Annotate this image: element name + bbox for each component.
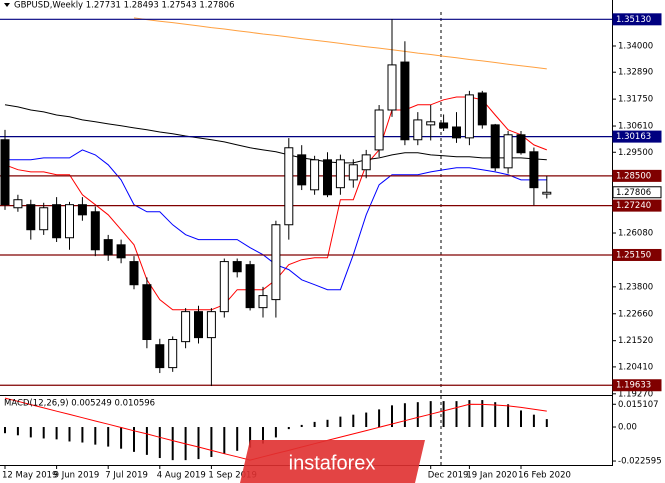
level-label: 1.19633: [616, 381, 651, 391]
candle-body: [13, 199, 23, 209]
watermark-text: instaforex: [289, 452, 376, 474]
x-tick-label: 7 Jul 2019: [105, 471, 148, 481]
level-label: 1.27806: [616, 188, 651, 198]
x-tick-label: 9 Jun 2019: [54, 471, 100, 481]
candle-body: [142, 284, 152, 341]
x-tick-label: 1 Sep 2019: [208, 471, 256, 481]
candle-body: [464, 94, 474, 139]
candle-body: [335, 159, 345, 189]
level-label: 1.27240: [616, 201, 651, 211]
candle-body: [529, 151, 539, 189]
candle-body: [271, 224, 281, 301]
level-label: 1.28500: [616, 171, 651, 181]
x-tick-label: Dec 2019: [428, 471, 469, 481]
candle-body: [310, 159, 320, 191]
level-label-box: [612, 248, 662, 261]
candle-body: [245, 264, 255, 309]
level-label-box: [612, 130, 662, 143]
candle-body: [65, 204, 74, 239]
y-tick-label: 1.23800: [618, 282, 653, 292]
level-label: 1.30163: [616, 132, 651, 142]
y-tick-label: 1.26080: [618, 229, 653, 239]
candle-body: [103, 239, 113, 256]
x-tick-label: 12 May 2019: [2, 471, 57, 481]
level-label-box: [612, 199, 662, 212]
symbol-icon: [4, 3, 10, 7]
candle-body: [129, 261, 139, 286]
y-tick-label: 1.21520: [618, 336, 653, 346]
y-tick-label: 1.20410: [618, 362, 653, 372]
level-label-box: [612, 379, 662, 392]
level-label-box: [612, 186, 662, 199]
candle-body: [77, 204, 87, 216]
y-tick-label: 1.29500: [618, 148, 653, 158]
candle-body: [181, 311, 191, 343]
candle-body: [503, 134, 513, 169]
x-tick-label: 19 Jan 2020: [466, 471, 517, 481]
candle-body: [39, 207, 49, 231]
watermark-banner: [240, 440, 425, 483]
macd-title: MACD(12,26,9) 0.005249 0.010596: [4, 399, 155, 409]
level-label: 1.35130: [616, 15, 651, 25]
candle-body: [219, 261, 229, 313]
y-tick-label: 1.34000: [618, 42, 653, 52]
y-tick-label: 1.31750: [618, 95, 653, 105]
y-tick-label: 1.32890: [618, 68, 653, 78]
level-label-box: [612, 13, 662, 26]
candle-body: [323, 159, 332, 196]
candle-body: [90, 211, 100, 251]
candle-body: [206, 311, 216, 339]
candle-body: [400, 61, 410, 141]
candle-body: [542, 191, 552, 195]
candle-body: [361, 154, 371, 171]
y-tick-label: 1.22660: [618, 309, 653, 319]
candle-body: [155, 344, 165, 369]
candle-body: [387, 64, 397, 111]
candle-body: [168, 339, 178, 369]
candle-body: [232, 261, 242, 273]
candle-body: [258, 295, 268, 309]
candle-body: [452, 126, 461, 139]
candle-body: [413, 119, 423, 141]
candle-body: [52, 204, 62, 239]
x-tick-label: 4 Aug 2019: [157, 471, 206, 481]
candle-body: [348, 164, 358, 181]
y-tick-label: 0.00: [618, 423, 637, 433]
indicator-line: [133, 17, 547, 70]
candle-body: [26, 204, 36, 231]
candle-body: [426, 121, 436, 126]
candle-body: [194, 311, 203, 339]
chart-title: GBPUSD,Weekly 1.27731 1.28493 1.27543 1.…: [14, 1, 235, 11]
candle-body: [477, 92, 487, 126]
candle-body: [297, 154, 307, 186]
x-tick-label: 16 Feb 2020: [518, 471, 571, 481]
indicator-line: [4, 104, 547, 164]
y-tick-label: -0.022595: [618, 457, 662, 467]
candle-body: [284, 147, 294, 226]
level-label: 1.25150: [616, 250, 651, 260]
candle-body: [439, 122, 449, 129]
y-tick-label: 1.19270: [618, 389, 653, 399]
candle-body: [0, 139, 10, 206]
candle-body: [490, 124, 500, 169]
level-label-box: [612, 169, 662, 182]
y-tick-label: 0.015107: [618, 400, 659, 410]
y-tick-label: 1.30610: [618, 122, 653, 132]
main-panel: 1.34000 1.32890 1.31750 1.30610 1.29500 1.260…: [0, 13, 662, 399]
watermark: instaforex: [240, 440, 425, 483]
candle-body: [516, 134, 526, 154]
candle-body: [116, 244, 126, 259]
candle-body: [374, 109, 384, 151]
